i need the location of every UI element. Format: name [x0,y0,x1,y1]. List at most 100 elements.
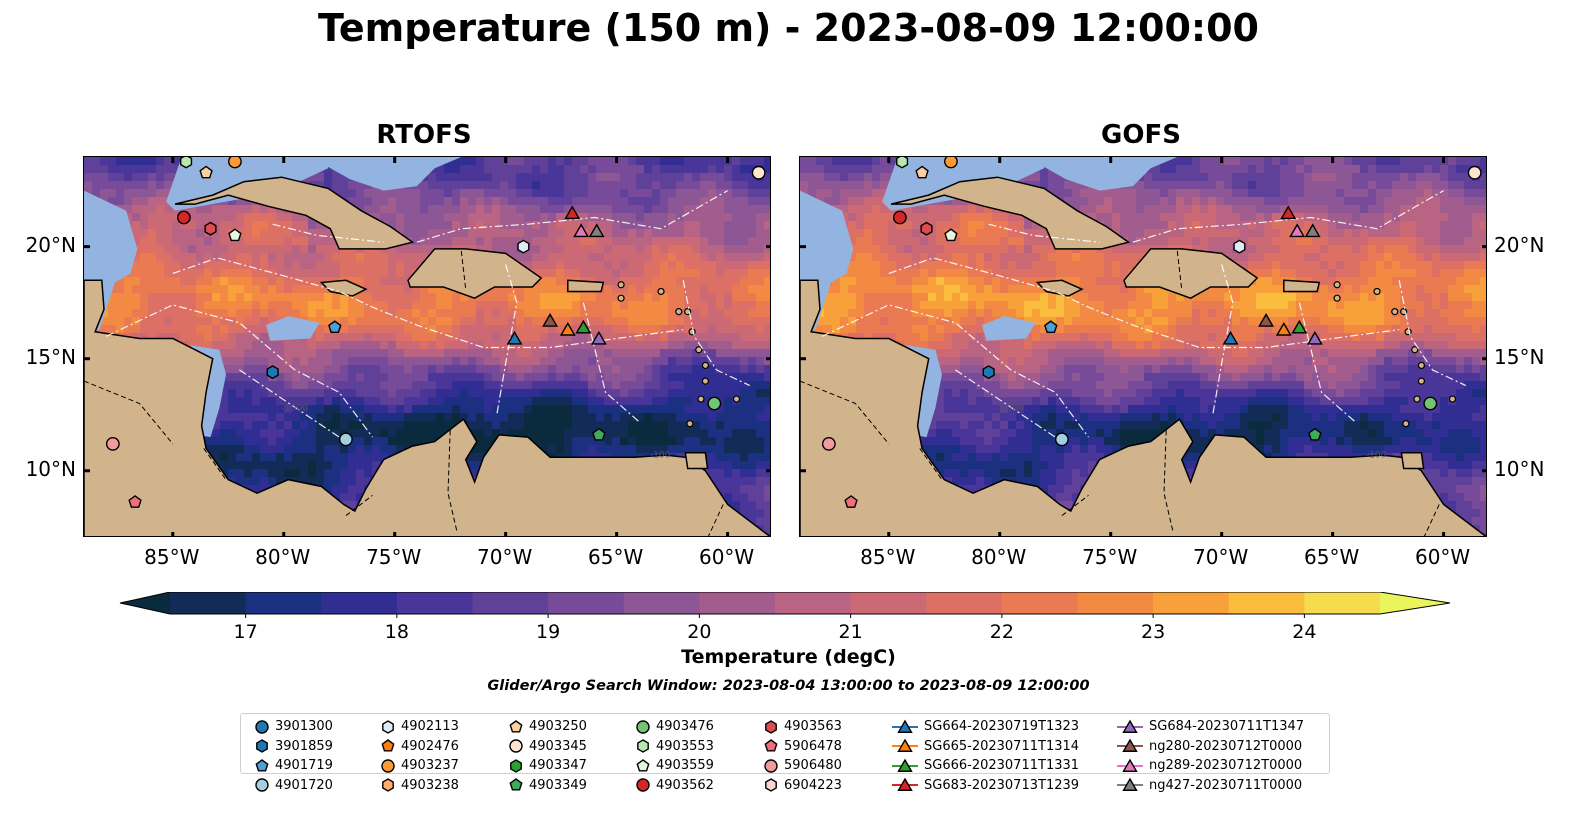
island [675,308,683,316]
legend-marker [1122,719,1138,733]
country-border [84,380,174,445]
island [617,281,625,289]
map-canvas-rtofs: -1000 -100 [84,157,770,536]
island [1448,395,1457,403]
island [657,287,665,296]
observation-SG664-20230719T1323 [506,330,523,345]
eez-boundary [682,280,751,387]
legend-marker [636,778,650,792]
observation-4903563 [920,221,933,236]
observation-5906478 [128,495,142,508]
observation-4903345 [1467,165,1482,180]
eez-boundary [821,304,1089,438]
glider-legend-marker-icon [1117,758,1143,772]
eez-boundary [416,190,728,243]
argo-legend-marker-icon [636,778,650,792]
legend-marker [255,778,269,792]
temperature-colorbar: 17 18 19 20 21 22 23 24 [119,592,1451,643]
observation-SG684-20230711T1347 [590,330,607,345]
legend-marker [765,778,777,792]
island [701,361,710,370]
island [1417,361,1426,370]
colorbar-segment [623,592,700,614]
legend-label: ng427-20230711T0000 [1149,777,1303,793]
observation-4902113 [1233,239,1246,254]
eez-boundary [105,304,373,438]
observation-4903349 [1308,427,1322,441]
argo-legend-marker-icon [382,778,394,792]
shallow-water-area [1026,157,1178,191]
observation-SG683-20230713T1239 [1280,205,1297,220]
colorbar-segment [1001,592,1079,614]
observation-5906480 [105,436,120,451]
island [1391,308,1399,316]
land-central [84,279,770,536]
lon-tick-label: 60°W [1414,545,1471,569]
observation-4903349 [592,427,606,441]
colorbar-tick-label: 20 [687,621,711,643]
argo-legend-marker-icon [255,778,269,792]
legend-marker [636,719,650,734]
glider-legend-marker-icon [892,777,918,791]
bathymetry-contour-label: -100 [1366,450,1387,460]
colorbar-segment [1304,592,1381,614]
country-border [203,448,227,480]
colorbar-tick-label: 21 [839,621,863,643]
legend-marker [509,719,523,733]
observation-4903562 [176,210,191,225]
legend-marker [765,719,777,734]
lon-tick-label: 70°W [477,545,533,569]
argo-legend-marker-icon [382,719,394,734]
legend-label: 4901720 [275,777,333,793]
legend-marker [897,719,913,733]
eez-boundary [955,369,1056,438]
legend-item: 4901720 [255,776,333,795]
legend-marker [255,719,269,734]
colorbar-segment [1228,592,1305,614]
legend-label: 6904223 [784,777,842,793]
land-cuba [890,176,1131,250]
observation-3901859 [266,365,279,380]
lon-tick-label: 65°W [588,545,644,569]
legend-marker [897,777,913,791]
country-border [800,380,890,445]
argo-legend-marker-icon [637,739,649,753]
argo-legend-marker-icon [256,739,268,753]
legend-marker [1122,777,1138,791]
argo-legend-marker-icon [765,778,777,792]
legend-marker [637,739,649,753]
glider-legend-marker-icon [1117,777,1143,791]
glider-legend-marker-icon [892,738,918,752]
colorbar-extend-max [1380,592,1450,614]
argo-legend-marker-icon [255,758,269,772]
map-panel-rtofs: -1000 -100 [83,156,771,537]
observation-ng427-20230711T0000 [588,223,605,238]
legend-label: 4903347 [529,758,587,773]
observation-4903237 [228,157,242,169]
legend-item: 4903563 [764,717,842,736]
legend-marker [897,758,913,772]
legend-marker [897,738,913,752]
legend-item: SG683-20230713T1239 [892,776,1079,795]
colorbar-tick-label: 18 [385,621,409,643]
island [1417,377,1426,385]
observation-SG664-20230719T1323 [1222,330,1239,345]
colorbar-segment [1153,592,1230,614]
observation-4903559 [228,228,242,242]
glider-legend-marker-icon [892,719,918,733]
land-jamaica [319,279,368,297]
legend-marker [1122,738,1138,752]
argo-legend-marker-icon [509,719,523,733]
legend-marker [509,739,523,753]
legend-item: 3901859 [255,737,333,756]
observation-SG665-20230711T1314 [559,321,576,336]
search-window-note: Glider/Argo Search Window: 2023-08-04 13… [487,678,1090,694]
legend-item: 5906480 [764,756,842,775]
colorbar-tick-label: 22 [990,621,1014,643]
bathymetry-contour-label: -1000 [282,403,308,413]
island [1333,294,1341,302]
argo-legend-marker-icon [509,778,523,791]
legend-label: 4901719 [275,758,333,773]
legend-item: 4902476 [381,737,459,756]
observation-4903476 [1423,396,1438,411]
